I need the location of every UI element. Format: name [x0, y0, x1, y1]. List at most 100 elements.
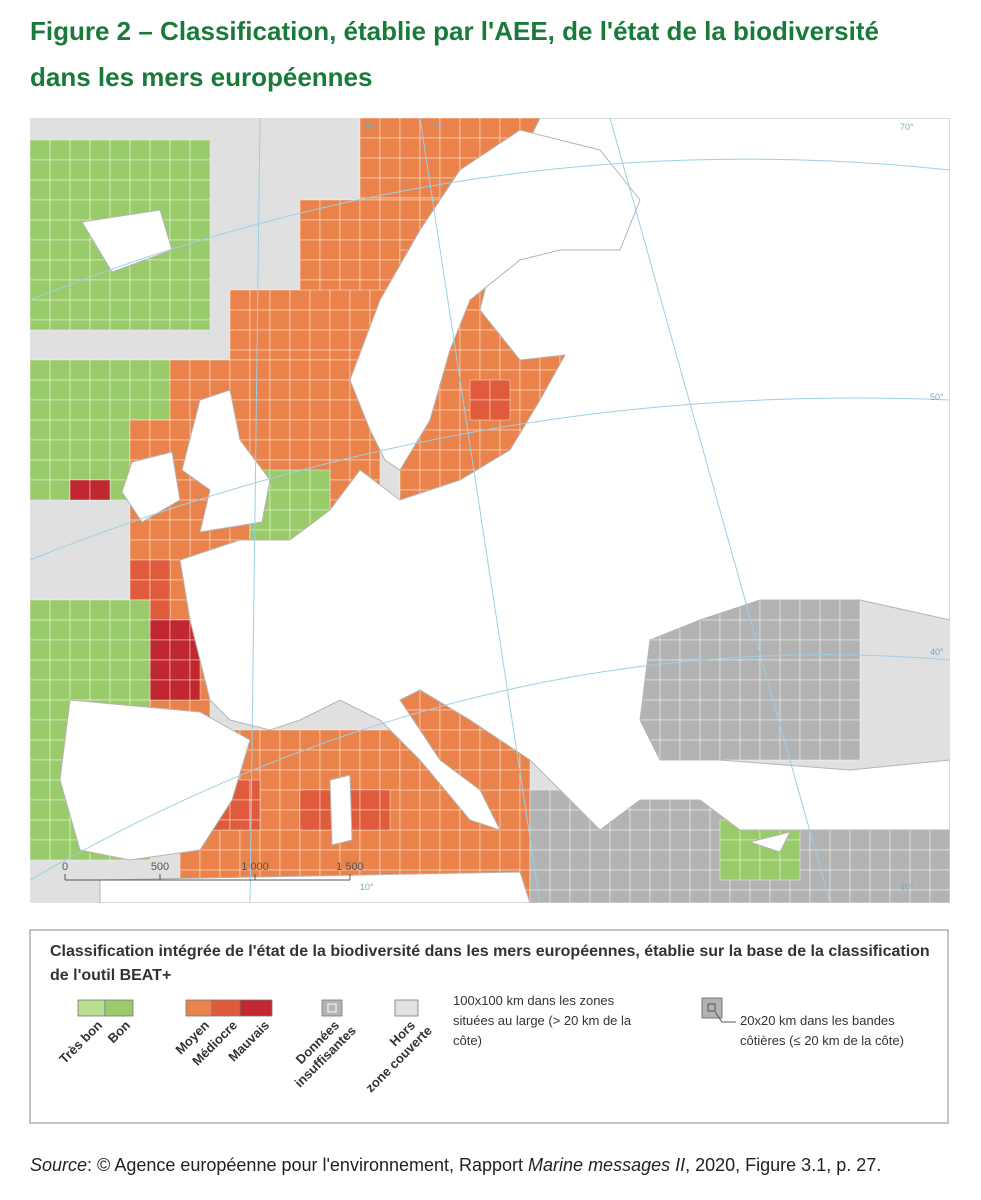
grid-cell — [299, 829, 321, 851]
coastal-swatch-inner — [707, 1003, 716, 1012]
grid-cell — [739, 719, 761, 741]
grid-cell — [779, 619, 801, 641]
grid-cell — [30, 799, 51, 821]
grid-cell — [459, 829, 481, 851]
grid-cell — [549, 889, 571, 903]
grid-cell — [479, 749, 501, 771]
grid-cell — [109, 659, 131, 681]
grid-cell — [399, 469, 421, 491]
grid-cell — [229, 349, 251, 361]
grid-cell — [169, 239, 191, 261]
grid-cell — [289, 399, 311, 421]
grid-cell — [419, 709, 441, 731]
grid-cell — [229, 309, 251, 331]
grid-cell — [49, 179, 71, 201]
grid-cell — [289, 289, 311, 311]
grid-cell — [889, 829, 911, 851]
grid-cell — [279, 809, 301, 831]
grid-cell — [819, 599, 841, 621]
grid-cell — [219, 849, 241, 871]
grid-cell — [699, 679, 721, 701]
grid-cell — [30, 139, 51, 161]
grid-cell — [129, 439, 151, 461]
graticule-label: 40° — [900, 882, 914, 892]
grid-cell — [479, 769, 501, 791]
grid-cell — [49, 819, 71, 841]
grid-cell — [849, 829, 871, 851]
grid-cell — [889, 849, 911, 871]
grid-cell — [319, 729, 341, 751]
grid-cell — [309, 289, 331, 311]
grid-cell — [189, 279, 211, 301]
grid-cell — [379, 137, 401, 159]
grid-cell — [779, 679, 801, 701]
grid-cell — [439, 137, 461, 159]
grid-cell — [149, 279, 171, 301]
grid-cell — [189, 199, 211, 221]
grid-cell — [359, 789, 381, 811]
grid-cell — [399, 829, 421, 851]
grid-cell — [199, 849, 221, 871]
grid-cell — [759, 599, 781, 621]
grid-cell — [679, 719, 701, 741]
grid-cell — [149, 599, 171, 621]
grid-cell — [359, 199, 381, 221]
grid-cell — [699, 739, 721, 761]
grid-cell — [169, 679, 191, 701]
graticule-line — [419, 118, 541, 903]
grid-cell — [459, 849, 481, 871]
graticule-label: 50° — [930, 392, 944, 402]
grid-cell — [819, 719, 841, 741]
grid-cell — [679, 679, 701, 701]
grid-cell — [69, 679, 91, 701]
grid-cell — [479, 849, 501, 871]
offshore-note: situées au large (> 20 km de la — [453, 1013, 632, 1028]
grid-cell — [359, 137, 381, 159]
grid-cell — [379, 219, 401, 241]
grid-cell — [129, 299, 151, 321]
grid-cell — [699, 659, 721, 681]
grid-cell — [109, 179, 131, 201]
grid-cell — [269, 379, 291, 401]
grid-cell — [279, 829, 301, 851]
legend-swatch — [394, 999, 419, 1017]
grid-cell — [649, 829, 671, 851]
graticule — [30, 118, 950, 903]
grid-cell — [109, 619, 131, 641]
grid-cell — [129, 619, 151, 641]
ireland — [121, 451, 181, 523]
grid-cell — [499, 849, 521, 871]
grid-cell — [169, 159, 191, 181]
grid-cell — [689, 869, 711, 891]
grid-cell — [709, 889, 731, 903]
grid-cell — [819, 699, 841, 721]
legend-box — [29, 929, 949, 1124]
source-text: , 2020, Figure 3.1, p. 27. — [685, 1155, 882, 1175]
grid-cell — [189, 379, 211, 401]
grid-cell — [279, 769, 301, 791]
grid-cell — [30, 279, 51, 301]
grid-cell — [789, 889, 811, 903]
grid-cell — [359, 729, 381, 751]
grid-cell — [189, 299, 211, 321]
grid-cell — [819, 619, 841, 641]
grid-cell — [819, 639, 841, 661]
grid-cell — [30, 839, 51, 861]
grid-cell — [30, 779, 51, 801]
grid-cell — [669, 889, 691, 903]
grid-cell — [569, 849, 591, 871]
grid-cell — [359, 769, 381, 791]
grid-cell — [189, 679, 201, 701]
grid-cell — [719, 739, 741, 761]
cyprus — [748, 831, 791, 853]
source-text: : © Agence européenne pour l'environneme… — [87, 1155, 529, 1175]
grid-cell — [89, 399, 111, 421]
grid-cell — [799, 699, 821, 721]
grid-cell — [249, 309, 271, 331]
grid-cell — [739, 619, 761, 641]
grid-cell — [269, 419, 291, 441]
grid-cell — [349, 309, 371, 331]
grid-cell — [499, 769, 521, 791]
grid-cell — [699, 699, 721, 721]
